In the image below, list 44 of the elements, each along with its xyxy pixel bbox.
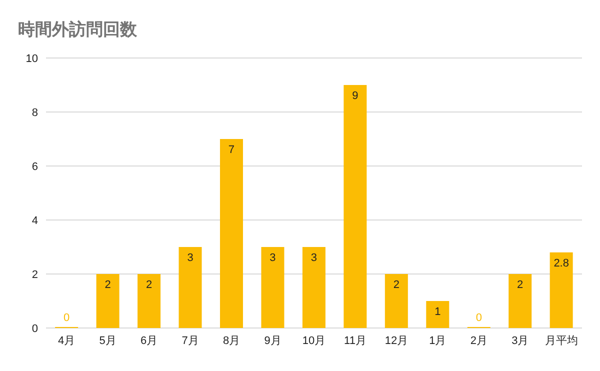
bar [344,85,367,328]
data-label: 2 [146,279,152,291]
bar [302,247,326,328]
data-label: 3 [187,252,194,264]
data-label: 7 [228,144,235,156]
x-tick-label: 2月 [470,334,488,347]
bar [261,247,284,328]
y-tick-label: 0 [32,322,38,335]
y-tick-label: 2 [32,268,38,281]
x-tick-label: 9月 [264,334,282,347]
bar [96,274,120,328]
bar [426,301,450,328]
x-tick-label: 10月 [302,334,326,347]
bar [550,252,573,328]
data-label: 3 [270,252,276,264]
bar [220,139,243,328]
data-label: 1 [434,306,441,318]
x-tick-label: 11月 [344,334,366,347]
y-tick-label: 8 [32,106,38,119]
x-tick-label: 5月 [99,334,116,347]
x-tick-label: 8月 [222,334,240,347]
y-tick-label: 6 [32,160,38,173]
x-tick-label: 4月 [58,334,76,347]
y-tick-label: 10 [26,52,38,65]
y-tick-label: 4 [32,214,38,227]
x-tick-label: 12月 [384,334,408,347]
x-tick-label: 月平均 [544,334,578,347]
x-tick-label: 3月 [512,334,529,347]
data-label: 9 [352,90,358,102]
chart-title: 時間外訪問回数 [17,19,138,41]
data-label: 3 [310,252,318,264]
data-label: 2 [104,279,111,291]
data-label: 2 [517,279,524,291]
data-label: 0 [64,312,70,324]
bar [508,274,532,328]
x-tick-label: 7月 [182,334,199,347]
bar [178,247,202,328]
bar [384,274,408,328]
bar [138,274,161,328]
data-label: 2.8 [554,257,569,270]
x-tick-label: 1月 [429,334,446,347]
data-label: 2 [393,279,400,291]
data-label: 0 [476,312,482,324]
x-tick-label: 6月 [140,334,158,347]
